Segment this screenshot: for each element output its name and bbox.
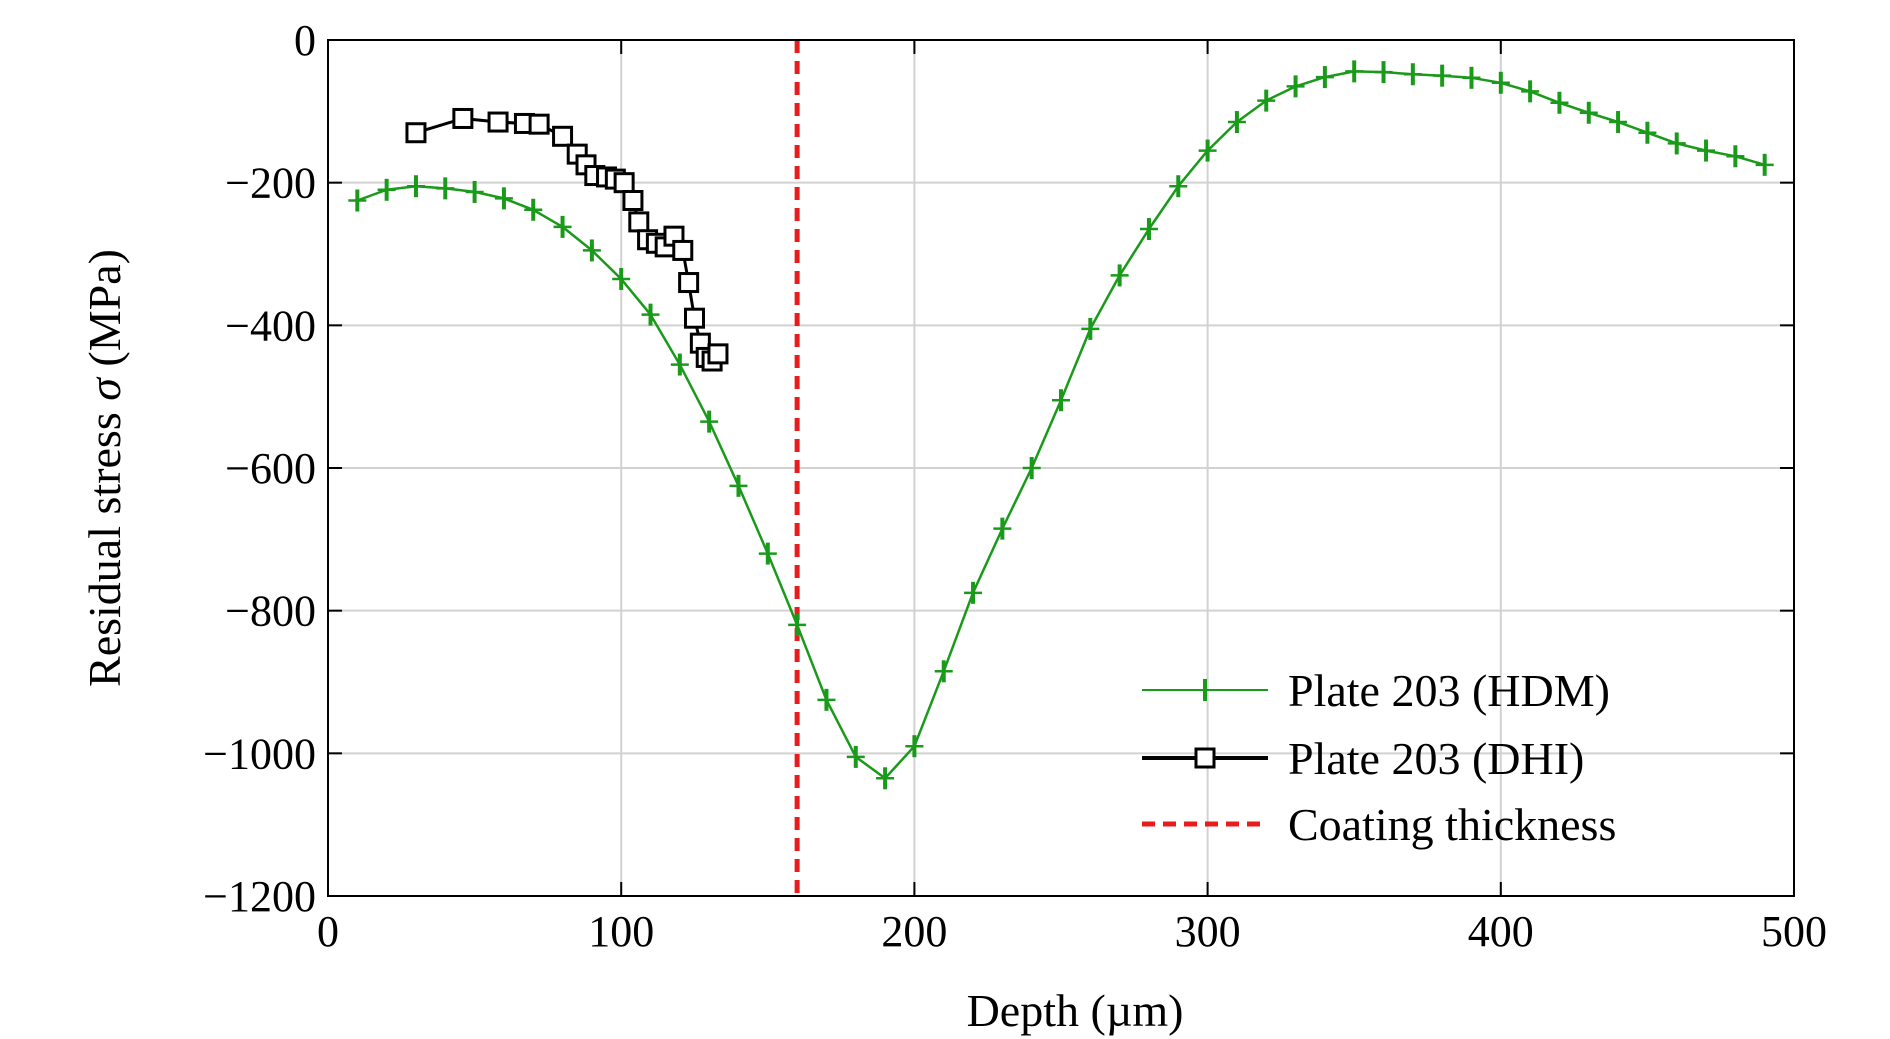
data-point [758,542,777,565]
x-tick-label: 500 [1761,907,1827,956]
data-point [846,745,865,768]
data-point [405,122,427,144]
legend-entry-coating: Coating thickness [1142,799,1616,850]
y-tick-label: −200 [225,159,316,208]
y-axis-title: Residual stress σ (MPa) [79,249,130,687]
tick-labels: 0 100 200 300 400 500 0 −200 −400 −600 −800 −1000 −1… [203,16,1827,956]
series-0 [348,60,1774,790]
data-point [1374,61,1393,84]
data-point [1726,145,1745,168]
data-point [552,125,574,147]
data-point [487,111,509,133]
data-point [905,735,924,758]
data-point [641,303,660,326]
data-point [1638,121,1657,144]
data-point [528,113,550,135]
legend-label-hdm: Plate 203 (HDM) [1288,665,1610,716]
x-tick-label: 100 [588,907,654,956]
y-tick-label: −1000 [203,729,316,778]
x-tick-label: 200 [881,907,947,956]
data-point [494,187,513,210]
y-axis-title-unit: (MPa) [79,249,130,367]
data-point [1667,132,1686,155]
data-point [788,613,807,636]
data-point [1491,71,1510,94]
data-point [1609,111,1628,134]
x-tick-label: 400 [1468,907,1534,956]
legend-entry-hdm: Plate 203 (HDM) [1142,665,1610,716]
series-1 [405,107,729,372]
data-point [1257,89,1276,112]
data-point [452,107,474,129]
data-point [993,517,1012,540]
grid-lines [328,40,1794,896]
data-point [1550,91,1569,114]
data-point [436,177,455,200]
data-point [678,272,700,294]
data-point [672,239,694,261]
legend-marker-dhi [1194,747,1216,769]
axis-ticks [327,39,1795,897]
y-axis-title-label: Residual stress [79,412,130,687]
data-point [524,198,543,221]
data-point [934,660,953,683]
data-point [1169,175,1188,198]
data-point [1286,75,1305,98]
data-point [622,190,644,211]
x-tick-label: 0 [317,907,339,956]
data-point [406,175,425,198]
data-point [465,180,484,203]
y-tick-label: 0 [294,16,316,65]
x-tick-label: 300 [1175,907,1241,956]
data-point [1139,218,1158,241]
data-point [684,307,705,329]
data-point [613,172,635,194]
x-axis-title: Depth (µm) [967,985,1184,1036]
data-point [582,239,601,262]
data-point [612,267,631,290]
data-point [1345,60,1364,83]
data-point [817,688,836,711]
data-point [348,189,367,212]
legend-label-coating: Coating thickness [1288,799,1616,850]
data-point [1110,264,1129,287]
data-point [1755,153,1774,176]
data-point [876,767,895,790]
data-point [1052,389,1070,412]
data-point [1433,64,1452,87]
y-axis-title-symbol: σ [79,376,130,401]
legend-label-dhi: Plate 203 (DHI) [1288,733,1584,784]
data-point [700,410,719,433]
data-point [377,178,396,201]
y-tick-label: −800 [225,587,316,636]
data-point [1081,317,1100,340]
legend: Plate 203 (HDM) Plate 203 (DHI) Coating … [1142,665,1616,850]
data-point [628,211,650,233]
data-point [729,474,748,497]
data-point [1697,139,1716,162]
data-point [670,353,689,376]
data-point [1198,139,1217,162]
data-point [1579,101,1598,124]
data-point [1403,63,1422,86]
data-point [1315,66,1334,89]
data-series [348,60,1774,790]
data-point [553,215,572,238]
data-point [707,343,729,365]
data-point [1022,457,1041,479]
data-point [1462,66,1481,89]
legend-entry-dhi: Plate 203 (DHI) [1142,733,1584,784]
y-tick-label: −600 [225,444,316,493]
data-point [1521,80,1540,103]
y-tick-label: −1200 [203,872,316,921]
data-point [1227,111,1246,134]
data-point [964,581,983,604]
y-tick-label: −400 [225,301,316,350]
